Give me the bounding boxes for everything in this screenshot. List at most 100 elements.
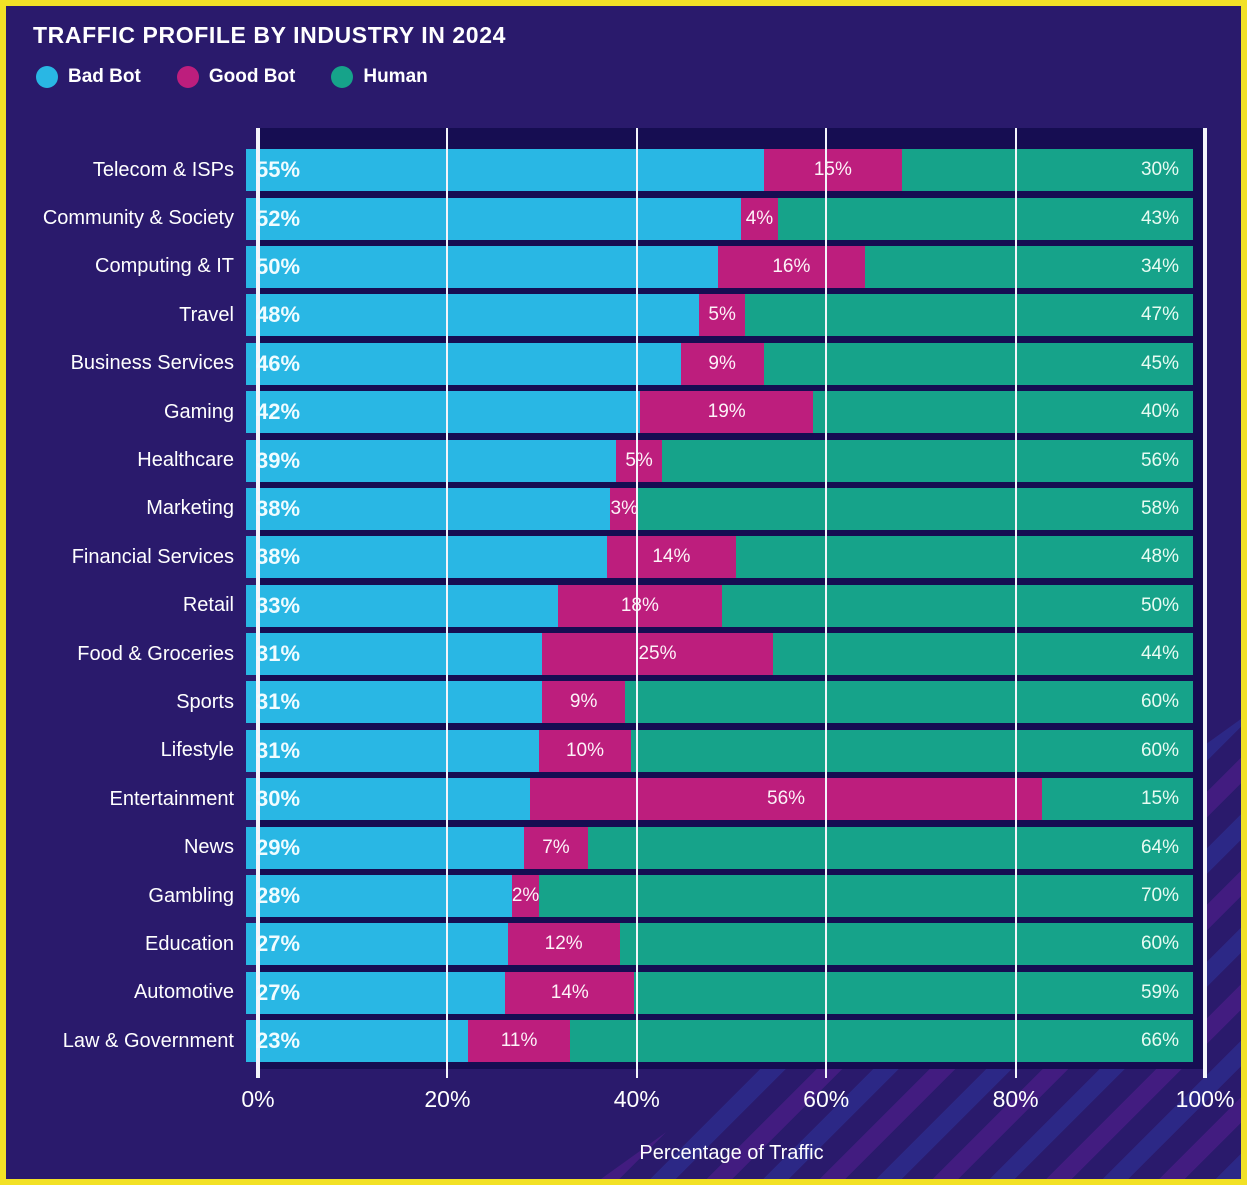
bar-segment-good-bot: 3% [610, 487, 639, 530]
legend-label: Good Bot [208, 66, 296, 87]
stacked-bar: 38% 14% 48% [246, 536, 1193, 579]
industry-label: Automotive [133, 981, 234, 1004]
segment-value-label: 4% [745, 207, 774, 229]
industry-label: Computing & IT [95, 255, 234, 278]
stacked-bar: 23% 11% 66% [246, 1020, 1194, 1063]
bar-segment-human: 34% [865, 245, 1193, 288]
stacked-bar: 31% 25% 44% [246, 633, 1193, 676]
segment-value-label: 46% [256, 350, 301, 376]
bar-segment-good-bot: 7% [523, 826, 589, 869]
bar-segment-good-bot: 16% [717, 245, 866, 288]
stacked-bar: 33% 18% 50% [246, 584, 1194, 627]
segment-value-label: 9% [569, 691, 598, 713]
stacked-bar: 39% 5% 56% [246, 439, 1193, 482]
bar-segment-human: 58% [638, 487, 1193, 530]
bar-segment-human: 44% [772, 633, 1193, 676]
bar-row: Retail 33% 18% 50% [6, 582, 1205, 630]
segment-value-label: 50% [1140, 594, 1180, 616]
stacked-bar: 27% 14% 59% [246, 971, 1193, 1014]
segment-value-label: 28% [256, 883, 301, 909]
bar-row: Lifestyle 31% 10% 60% [6, 727, 1205, 775]
gridline [1014, 128, 1017, 1078]
stacked-bar: 48% 5% 47% [246, 294, 1194, 337]
bar-rows-container: Telecom & ISPs 55% 15% 30% Community & Socie… [6, 146, 1205, 1065]
bar-segment-bad-bot: 23% [246, 1020, 469, 1063]
x-axis-tick-label: 20% [424, 1086, 471, 1112]
bar-segment-human: 56% [662, 439, 1193, 482]
bar-segment-human: 60% [619, 923, 1193, 966]
bar-segment-good-bot: 9% [542, 681, 626, 724]
segment-value-label: 45% [1140, 352, 1179, 374]
bar-segment-human: 60% [630, 729, 1193, 772]
segment-value-label: 48% [1140, 546, 1179, 568]
bar-segment-good-bot: 25% [542, 633, 773, 676]
bar-segment-human: 47% [745, 294, 1194, 337]
segment-value-label: 60% [1140, 691, 1179, 713]
bar-row: Food & Groceries 31% 25% 44% [6, 630, 1205, 678]
bar-segment-bad-bot: 31% [246, 681, 543, 724]
segment-value-label: 29% [256, 834, 301, 860]
bar-row: Telecom & ISPs 55% 15% 30% [6, 146, 1205, 194]
x-axis-tick-label: 60% [803, 1086, 850, 1112]
stacked-bar: 42% 19% 40% [246, 391, 1194, 434]
bar-segment-good-bot: 15% [763, 149, 903, 192]
bar-segment-good-bot: 5% [615, 439, 663, 482]
bar-row: News 29% 7% 64% [6, 823, 1205, 871]
segment-value-label: 56% [1140, 449, 1179, 471]
segment-value-label: 12% [544, 933, 583, 955]
bar-row: Marketing 38% 3% 58% [6, 485, 1205, 533]
bar-segment-bad-bot: 27% [246, 923, 508, 966]
bar-segment-bad-bot: 29% [246, 826, 524, 869]
bar-segment-human: 50% [722, 584, 1194, 627]
segment-value-label: 31% [256, 689, 301, 715]
bar-segment-good-bot: 14% [505, 971, 635, 1014]
industry-label: Financial Services [71, 545, 234, 568]
industry-label: Sports [176, 690, 234, 713]
segment-value-label: 38% [256, 544, 301, 570]
legend: Bad Bot Good Bot Human [36, 66, 428, 88]
segment-value-label: 48% [256, 302, 301, 328]
segment-value-label: 31% [256, 737, 301, 763]
gridline [825, 128, 828, 1078]
bar-segment-human: 66% [569, 1020, 1194, 1063]
bar-segment-bad-bot: 27% [246, 971, 506, 1014]
bar-row: Computing & IT 50% 16% 34% [6, 243, 1205, 291]
bar-segment-human: 64% [588, 826, 1193, 869]
bar-segment-good-bot: 2% [511, 875, 540, 918]
segment-value-label: 19% [707, 401, 746, 423]
x-axis-tick-label: 80% [992, 1086, 1039, 1112]
bar-segment-good-bot: 11% [468, 1020, 570, 1063]
industry-label: News [183, 836, 234, 859]
segment-value-label: 23% [256, 1028, 301, 1054]
bar-segment-bad-bot: 33% [246, 584, 558, 627]
x-axis-title: Percentage of Traffic [639, 1142, 824, 1164]
segment-value-label: 40% [1140, 401, 1180, 423]
industry-label: Business Services [70, 352, 234, 375]
bar-row: Community & Society 52% 4% 43% [6, 194, 1205, 242]
industry-label: Gaming [163, 400, 234, 423]
segment-value-label: 33% [256, 592, 301, 618]
segment-value-label: 42% [256, 399, 301, 425]
segment-value-label: 47% [1140, 304, 1180, 326]
segment-value-label: 30% [1140, 159, 1180, 181]
segment-value-label: 5% [625, 449, 653, 471]
bar-row: Sports 31% 9% 60% [6, 678, 1205, 726]
bar-segment-bad-bot: 55% [246, 149, 764, 192]
bar-segment-bad-bot: 52% [246, 197, 741, 240]
industry-label: Community & Society [42, 207, 234, 230]
segment-value-label: 2% [511, 885, 540, 907]
industry-label: Gambling [148, 884, 234, 907]
bar-segment-human: 45% [763, 342, 1193, 385]
bar-row: Education 27% 12% 60% [6, 920, 1205, 968]
segment-value-label: 7% [542, 836, 570, 858]
chart-title: TRAFFIC PROFILE BY INDUSTRY IN 2024 [33, 22, 506, 48]
segment-value-label: 3% [610, 497, 638, 519]
segment-value-label: 16% [772, 255, 811, 277]
bar-segment-human: 60% [625, 681, 1193, 724]
segment-value-label: 11% [500, 1030, 538, 1052]
bar-row: Financial Services 38% 14% 48% [6, 533, 1205, 581]
segment-value-label: 15% [1140, 788, 1179, 810]
x-axis-tick-label: 40% [613, 1086, 660, 1112]
bar-segment-good-bot: 4% [740, 197, 779, 240]
gridline [1203, 128, 1207, 1078]
